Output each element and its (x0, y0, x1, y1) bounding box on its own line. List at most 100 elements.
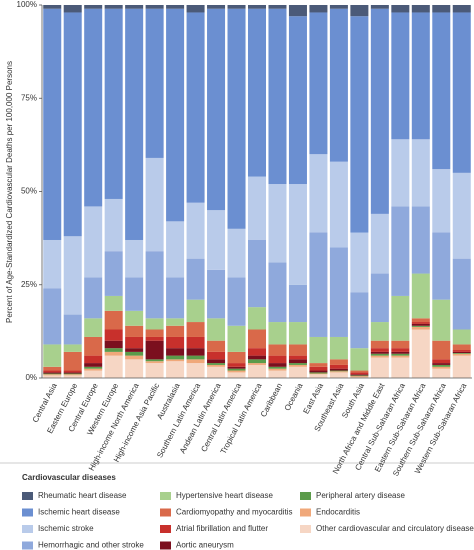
bar-segment (432, 366, 451, 369)
bar-segment (329, 370, 348, 372)
bar-segment (186, 12, 205, 203)
bar-segment (370, 348, 389, 352)
bar-segment (186, 355, 205, 360)
bar-segment (166, 361, 185, 378)
bar-segment (411, 325, 430, 327)
bar-segment (452, 329, 471, 345)
bar-segment (329, 372, 348, 378)
bar-segment (63, 236, 82, 315)
bar-segment (391, 351, 410, 354)
y-tick-label: 25% (21, 280, 37, 289)
bar-segment (268, 355, 287, 364)
bar-segment (63, 370, 82, 373)
bar-segment (391, 340, 410, 349)
bar-segment (227, 368, 246, 371)
bar-segment (207, 359, 226, 364)
bar-segment (370, 322, 389, 341)
bar-segment (145, 251, 164, 319)
bar-segment (84, 366, 103, 369)
bar-segment (125, 355, 144, 360)
x-tick-label: Oceania (283, 381, 305, 412)
bar-segment (411, 329, 430, 378)
bar-segment (411, 206, 430, 274)
bar-segment (309, 374, 328, 378)
bar-segment (350, 232, 369, 293)
bar-segment (43, 370, 62, 373)
bar-segment (370, 213, 389, 274)
bar-segment (370, 353, 389, 356)
bar-segment (309, 232, 328, 337)
y-tick-label: 50% (21, 187, 37, 196)
bar-segment (350, 375, 369, 377)
bar-segment (166, 318, 185, 326)
bar-segment (411, 318, 430, 323)
bar-segment (63, 344, 82, 352)
bar-segment (166, 5, 185, 9)
bar-segment (247, 329, 267, 349)
bar-segment (268, 5, 287, 9)
bar-segment (309, 5, 328, 13)
bar-segment (329, 336, 348, 360)
bar-segment (350, 5, 369, 17)
legend-label: Atrial fibrillation and flutter (176, 524, 268, 533)
bar-segment (186, 322, 205, 337)
bar-segment (186, 202, 205, 259)
bar-segment (145, 5, 164, 9)
bar-segment (104, 251, 123, 296)
legend-label: Hypertensive heart disease (176, 491, 273, 500)
bar-segment (227, 351, 246, 364)
bar-segment (247, 176, 267, 240)
bar-segment (207, 366, 226, 378)
bar-segment (166, 277, 185, 319)
bar-segment (84, 363, 103, 367)
bar-segment (63, 314, 82, 345)
legend-swatch (22, 525, 33, 533)
bar-segment (247, 363, 267, 365)
bar-segment (43, 5, 62, 9)
bar-segment (370, 355, 389, 358)
bar-segment (370, 8, 389, 214)
bar-segment (84, 370, 103, 378)
bar-segment (432, 12, 451, 170)
y-tick-label: 100% (17, 0, 37, 9)
legend-label: Peripheral artery disease (316, 491, 405, 500)
bar-segment (104, 329, 123, 341)
bar-segment (207, 364, 226, 367)
legend-swatch (300, 525, 311, 533)
bar-segment (432, 232, 451, 300)
bar-segment (145, 157, 164, 252)
legend-swatch (160, 508, 171, 517)
legend-label: Other cardiovascular and circulatory dis… (316, 524, 474, 533)
legend-swatch (160, 541, 171, 550)
bar-segment (391, 5, 410, 13)
bar-segment (268, 366, 287, 369)
bar-segment (227, 325, 246, 352)
bar-segment (166, 8, 185, 222)
bar-segment (350, 370, 369, 373)
legend-label: Endocarditis (316, 508, 360, 517)
bar-segment (63, 351, 82, 371)
bar-segment (247, 5, 267, 9)
bar-segment (288, 355, 307, 360)
bar-segment (186, 5, 205, 13)
bar-segment (186, 359, 205, 364)
bar-segment (43, 8, 62, 240)
bar-segment (227, 228, 246, 278)
bar-segment (227, 370, 246, 373)
bar-segment (125, 325, 144, 337)
bar-segment (207, 318, 226, 341)
bar-segment (452, 355, 471, 378)
legend-label: Rheumatic heart disease (38, 491, 127, 500)
bar-segment (411, 139, 430, 207)
bar-segment (63, 372, 82, 374)
bar-segment (125, 310, 144, 326)
bar-segment (309, 366, 328, 371)
bar-segment (104, 8, 123, 199)
bar-segment (411, 326, 430, 330)
bar-segment (288, 5, 307, 17)
bar-segment (247, 359, 267, 364)
bar-segment (145, 363, 164, 378)
bar-segment (207, 210, 226, 270)
bar-segment (145, 318, 164, 330)
bar-segment (227, 8, 246, 229)
